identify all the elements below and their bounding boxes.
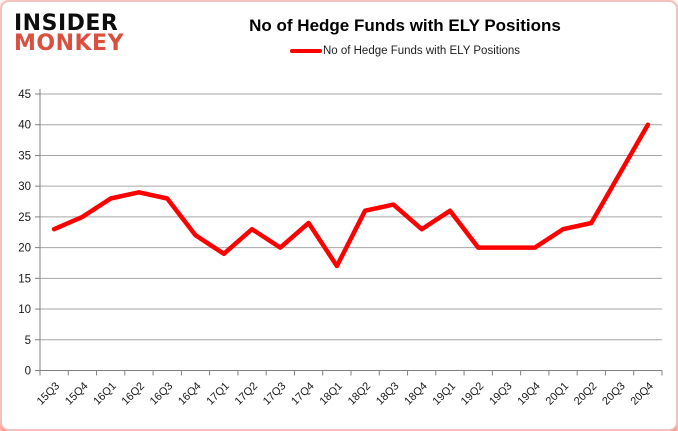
y-tick-label: 15	[18, 273, 31, 285]
x-tick-label: 15Q3	[35, 380, 63, 408]
x-tick-label: 20Q3	[600, 380, 628, 408]
y-tick-label: 10	[18, 304, 31, 316]
insider-monkey-logo: INSIDER MONKEY	[14, 12, 144, 54]
x-tick-label: 16Q2	[120, 380, 148, 408]
y-tick-label: 0	[25, 366, 31, 378]
logo-word-insider: INSIDER	[14, 11, 119, 36]
x-tick-label: 16Q4	[176, 380, 204, 408]
x-tick-label: 18Q4	[402, 380, 430, 408]
data-line	[51, 122, 651, 269]
x-tick-label: 17Q3	[261, 380, 289, 408]
line-chart: 0 5 10 15 20 25 30 35 40 45 15Q3 15Q4 16Q1 16Q2 16Q3 16…	[2, 74, 676, 429]
title-block: No of Hedge Funds with ELY Positions No …	[144, 12, 666, 58]
x-tick-label: 16Q1	[91, 380, 119, 408]
x-tick-label: 20Q1	[544, 380, 572, 408]
x-tick-label: 17Q2	[233, 380, 261, 408]
x-tick-label: 18Q2	[346, 380, 374, 408]
y-tick-label: 5	[25, 335, 31, 347]
y-tick-label: 40	[18, 120, 31, 132]
x-tick-label: 17Q1	[204, 380, 232, 408]
y-tick-label: 25	[18, 212, 31, 224]
x-tick-label: 19Q4	[515, 380, 543, 408]
y-tick-label: 30	[18, 181, 31, 193]
x-tick-label: 20Q2	[572, 380, 600, 408]
logo-word-monkey: MONKEY	[14, 31, 125, 57]
chart-svg: 0 5 10 15 20 25 30 35 40 45 15Q3 15Q4 16Q1 16Q2 16Q3 16…	[18, 89, 663, 408]
x-tick-label: 20Q4	[628, 380, 656, 408]
legend: No of Hedge Funds with ELY Positions	[289, 45, 521, 57]
y-tick-label: 35	[18, 150, 31, 162]
y-tick-label: 45	[18, 89, 31, 101]
legend-label: No of Hedge Funds with ELY Positions	[322, 45, 521, 57]
x-tick-label: 18Q3	[374, 380, 402, 408]
chart-header: INSIDER MONKEY No of Hedge Funds with EL…	[2, 2, 676, 58]
x-tick-label: 15Q4	[63, 380, 91, 408]
x-tick-label: 17Q4	[289, 380, 317, 408]
x-tick-label: 19Q2	[459, 380, 487, 408]
legend-line-swatch	[289, 49, 322, 53]
x-tick-label: 19Q3	[487, 380, 515, 408]
y-tick-label: 20	[18, 243, 31, 255]
x-tick-label: 16Q3	[148, 380, 176, 408]
x-tick-label: 18Q1	[317, 380, 345, 408]
x-tick-label: 19Q1	[431, 380, 459, 408]
chart-title: No of Hedge Funds with ELY Positions	[249, 16, 561, 35]
